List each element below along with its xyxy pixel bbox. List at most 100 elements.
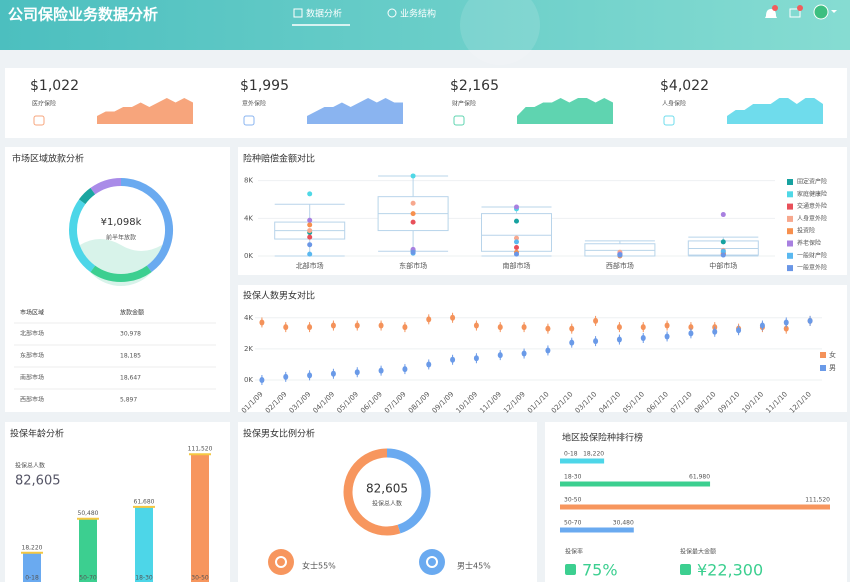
data-point xyxy=(593,338,599,345)
donut-segment xyxy=(90,265,152,282)
sparkline xyxy=(97,98,193,124)
table-cell: 南部市场 xyxy=(20,374,44,382)
kpi-value: $1,022 xyxy=(30,78,79,94)
page-title: 公司保险业务数据分析 xyxy=(8,6,158,24)
legend-label: 女 xyxy=(829,350,836,359)
donut-segment xyxy=(78,187,96,205)
data-point xyxy=(514,218,519,224)
panel xyxy=(545,422,847,582)
data-point xyxy=(283,373,289,380)
donut-center-label: 投保总人数 xyxy=(372,500,402,508)
kpi-label: 财产保险 xyxy=(452,100,476,108)
value-label: 18,220 xyxy=(583,451,604,458)
panel-title: 险种赔偿金额对比 xyxy=(243,153,315,165)
value-label: 18,220 xyxy=(22,544,43,551)
avatar[interactable] xyxy=(813,4,829,20)
data-point xyxy=(402,324,408,331)
data-point xyxy=(640,335,646,341)
kpi-label: 医疗保险 xyxy=(32,100,56,108)
legend-label: 投资险 xyxy=(797,227,815,235)
data-point xyxy=(410,219,416,225)
donut-segment xyxy=(386,448,431,534)
kpi-icon xyxy=(243,115,255,126)
data-point xyxy=(259,377,265,383)
x-tick-label: 中部市场 xyxy=(709,261,737,270)
data-point xyxy=(807,317,813,324)
legend-swatch xyxy=(820,352,826,358)
category-label: 30-50 xyxy=(564,497,582,504)
bell-icon[interactable] xyxy=(765,9,777,18)
table-header: 市场区域 xyxy=(20,309,44,317)
nav-icon xyxy=(293,8,303,18)
data-point xyxy=(617,252,623,258)
dropdown-arrow[interactable] xyxy=(831,10,837,13)
legend-label: 男 xyxy=(829,364,836,372)
sparkline xyxy=(307,98,403,124)
value-label: 30,480 xyxy=(613,520,634,527)
data-point xyxy=(640,324,646,331)
data-point xyxy=(514,239,519,245)
donut-segment xyxy=(69,199,96,273)
data-point xyxy=(354,369,360,376)
data-point xyxy=(497,324,503,331)
header-bar xyxy=(0,0,850,50)
subtitle: 投保总人数 xyxy=(15,462,45,470)
kpi-label: 意外保险 xyxy=(242,100,266,108)
data-point xyxy=(473,355,479,362)
donut-segment xyxy=(120,178,173,273)
data-point xyxy=(736,327,742,334)
y-tick-label: 4K xyxy=(244,314,253,322)
data-point xyxy=(664,333,670,340)
value-label: 61,680 xyxy=(134,498,155,505)
data-point xyxy=(545,347,551,354)
kpi-card xyxy=(5,68,847,138)
kpi-value: $2,165 xyxy=(450,78,499,94)
nav-item[interactable]: 数据分析 xyxy=(306,8,342,20)
x-tick-label: 北部市场 xyxy=(296,261,324,270)
legend-swatch xyxy=(787,252,793,259)
data-point xyxy=(664,322,670,329)
data-point xyxy=(410,211,416,217)
stat-value: 75% xyxy=(582,561,618,580)
panel-title: 投保男女比例分析 xyxy=(243,428,315,440)
bar xyxy=(79,518,97,582)
bar xyxy=(560,458,605,464)
nav-icon xyxy=(387,8,397,18)
badge xyxy=(772,5,778,11)
mail-icon[interactable] xyxy=(789,8,801,18)
data-point xyxy=(283,324,289,331)
data-point xyxy=(545,325,551,332)
value-label: 111,520 xyxy=(188,446,213,453)
bar xyxy=(23,552,41,582)
data-point xyxy=(307,222,313,228)
data-point xyxy=(783,325,789,332)
y-tick-label: 2K xyxy=(244,345,253,353)
bar xyxy=(560,527,634,533)
data-point xyxy=(759,322,765,329)
data-point xyxy=(450,356,456,363)
bar xyxy=(191,454,209,582)
legend-label: 养老保险 xyxy=(797,239,821,247)
data-point xyxy=(426,316,432,323)
nav-item[interactable]: 业务结构 xyxy=(400,8,436,20)
table-cell: 18,185 xyxy=(120,353,141,360)
kpi-value: $1,995 xyxy=(240,78,289,94)
y-tick-label: 8K xyxy=(244,177,253,185)
cards xyxy=(5,68,847,582)
gender-label: 女士55% xyxy=(302,561,336,571)
stat-label: 投保最大金额 xyxy=(680,548,716,556)
legend-swatch xyxy=(787,179,793,185)
value-label: 111,520 xyxy=(805,497,830,504)
table-header: 放款金额 xyxy=(120,309,144,317)
data-point xyxy=(330,370,336,377)
legend-swatch xyxy=(787,203,793,210)
data-point xyxy=(378,367,384,374)
table-cell: 北部市场 xyxy=(20,330,44,338)
data-point xyxy=(720,248,726,254)
table-cell: 西部市场 xyxy=(20,396,44,404)
table-cell: 30,978 xyxy=(120,331,141,338)
data-point xyxy=(473,322,479,329)
data-point xyxy=(712,328,718,335)
kpi-label: 人身保险 xyxy=(662,100,686,108)
